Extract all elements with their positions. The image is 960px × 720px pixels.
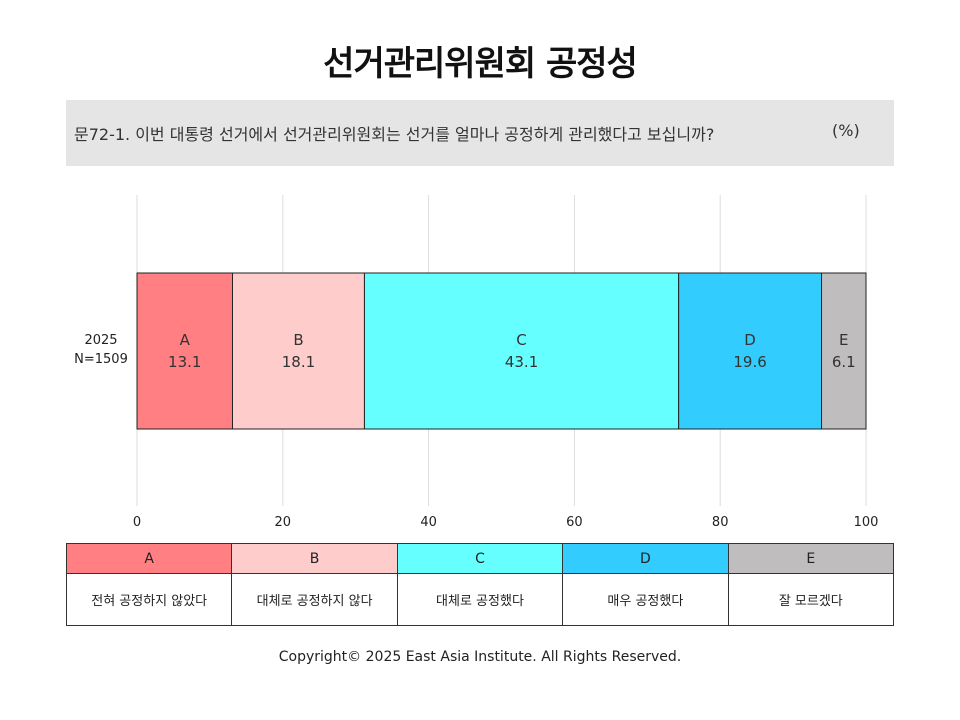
legend-label-b: 대체로 공정하지 않다 <box>231 573 398 626</box>
segment-name-a: A <box>180 331 191 349</box>
question-box: 문72-1. 이번 대통령 선거에서 선거관리위원회는 선거를 얼마나 공정하게… <box>66 100 894 166</box>
bar-segment-a <box>136 272 233 430</box>
segment-value-d: 19.6 <box>733 353 766 371</box>
legend-key-c: C <box>396 543 564 574</box>
segment-name-c: C <box>516 331 526 349</box>
unit-label: (%) <box>832 121 860 140</box>
legend-label-e: 잘 모르겠다 <box>727 573 895 626</box>
x-tick-label: 100 <box>854 515 879 530</box>
legend-label-row: 전혀 공정하지 않았다 대체로 공정하지 않다 대체로 공정했다 매우 공정했다 잘 모… <box>65 573 895 626</box>
row-label-year: 2025 <box>84 333 117 348</box>
x-tick-label: 60 <box>566 515 583 530</box>
segment-name-b: B <box>293 331 303 349</box>
x-axis-ticks: 0 20 40 60 80 100 <box>133 515 879 530</box>
segment-name-d: D <box>744 331 756 349</box>
legend-key-e: E <box>727 543 895 574</box>
segment-value-b: 18.1 <box>282 353 315 371</box>
bar-segment-b <box>231 272 365 430</box>
legend-key-b: B <box>231 543 398 574</box>
x-tick-label: 80 <box>712 515 729 530</box>
copyright-footer: Copyright© 2025 East Asia Institute. All… <box>278 649 682 665</box>
stacked-bar-chart: A 13.1 B 18.1 C 43.1 D 19.6 E 6.1 0 20 40 60 80 100 20… <box>74 195 879 530</box>
chart-title: 선거관리위원회 공정성 <box>323 44 638 84</box>
segment-value-a: 13.1 <box>168 353 201 371</box>
legend-label-d: 매우 공정했다 <box>562 573 729 626</box>
legend-label-c: 대체로 공정했다 <box>396 573 564 626</box>
question-text: 문72-1. 이번 대통령 선거에서 선거관리위원회는 선거를 얼마나 공정하게… <box>74 125 715 144</box>
bar-segment-e <box>821 272 867 430</box>
x-tick-label: 0 <box>133 515 141 530</box>
segment-value-e: 6.1 <box>832 353 856 371</box>
legend-key-d: D <box>562 543 729 574</box>
segment-value-c: 43.1 <box>505 353 538 371</box>
segment-labels: A 13.1 B 18.1 C 43.1 D 19.6 E 6.1 <box>168 331 856 371</box>
bar-segment-c <box>363 272 680 430</box>
x-tick-label: 20 <box>275 515 292 530</box>
x-tick-label: 40 <box>420 515 437 530</box>
legend-label-a: 전혀 공정하지 않았다 <box>65 573 233 626</box>
segment-name-e: E <box>839 331 848 349</box>
legend-key-a: A <box>65 543 233 574</box>
row-label-n: N=1509 <box>74 352 128 367</box>
bar-segments <box>136 272 867 430</box>
bar-segment-d <box>678 272 823 430</box>
